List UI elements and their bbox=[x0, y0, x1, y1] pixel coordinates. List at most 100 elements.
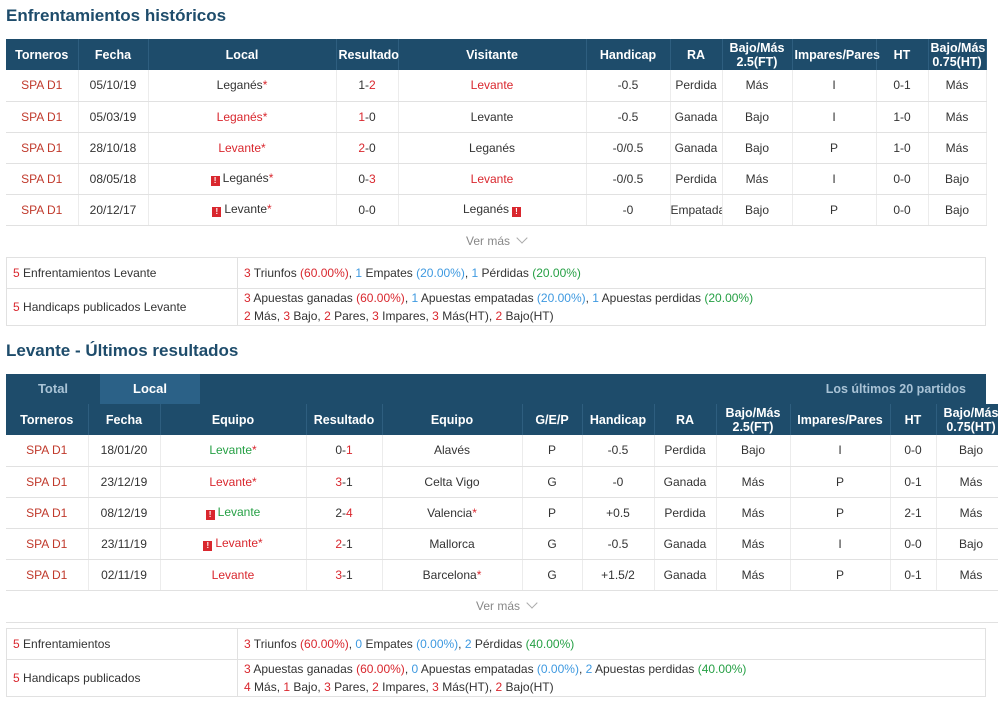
league-cell[interactable]: SPA D1 bbox=[6, 70, 79, 102]
stat-text: Pérdidas bbox=[471, 637, 526, 651]
star-mark: * bbox=[258, 536, 263, 550]
match-row: SPA D1 20/12/17! Levante* 0-0 Leganés! -0 Empa… bbox=[6, 194, 987, 226]
league-cell[interactable]: SPA D1 bbox=[6, 132, 79, 164]
date-cell: 05/03/19 bbox=[78, 101, 149, 133]
away-team-name[interactable]: Levante bbox=[470, 171, 514, 186]
away-team-cell[interactable]: Levante bbox=[398, 163, 587, 195]
home-team-name[interactable]: Leganés bbox=[216, 78, 263, 93]
home-team-cell[interactable]: ! Levante bbox=[160, 497, 307, 529]
away-team-name[interactable]: Levante bbox=[470, 109, 514, 124]
stat-count: 2 bbox=[464, 637, 472, 651]
score-cell[interactable]: 0-0 bbox=[336, 194, 399, 226]
home-team-name[interactable]: Levante bbox=[224, 202, 268, 216]
stat-text: Impares, bbox=[378, 680, 433, 694]
ht-over-under-cell: Bajo bbox=[936, 435, 998, 467]
column-header: HT bbox=[890, 404, 937, 435]
score-home: 1 bbox=[358, 109, 365, 124]
home-team-name[interactable]: Levante bbox=[218, 140, 262, 155]
league-cell[interactable]: SPA D1 bbox=[6, 559, 89, 591]
away-team-cell[interactable]: Alavés bbox=[382, 435, 523, 467]
away-team-cell[interactable]: Leganés! bbox=[398, 194, 587, 226]
home-team-name[interactable]: Levante bbox=[211, 567, 255, 582]
stat-percent: (60.00%) bbox=[356, 291, 405, 305]
tab-local[interactable]: Local bbox=[100, 374, 200, 404]
score-cell[interactable]: 2-0 bbox=[336, 132, 399, 164]
score-home: 2 bbox=[358, 140, 365, 155]
tab-bar: Total Local Los últimos 20 partidos bbox=[6, 374, 986, 404]
league-cell[interactable]: SPA D1 bbox=[6, 528, 89, 560]
over-under-cell: Bajo bbox=[722, 132, 793, 164]
score-cell[interactable]: 3-1 bbox=[306, 559, 383, 591]
away-team-name[interactable]: Leganés bbox=[462, 202, 510, 216]
league-cell[interactable]: SPA D1 bbox=[6, 194, 79, 226]
date-cell: 20/12/17 bbox=[78, 194, 149, 226]
stat-count: 2 bbox=[372, 680, 379, 694]
score-cell[interactable]: 2-1 bbox=[306, 528, 383, 560]
away-team-name[interactable]: Leganés bbox=[468, 140, 516, 155]
home-team-name[interactable]: Leganés bbox=[222, 171, 269, 185]
home-team-cell[interactable]: ! Levante* bbox=[148, 194, 337, 226]
score-cell[interactable]: 2-4 bbox=[306, 497, 383, 529]
home-team-cell[interactable]: Levante* bbox=[148, 132, 337, 164]
stat-percent: (60.00%) bbox=[356, 662, 405, 676]
score-cell[interactable]: 1-0 bbox=[336, 101, 399, 133]
away-team-cell[interactable]: Levante bbox=[398, 70, 587, 102]
home-team-name[interactable]: Levante bbox=[209, 474, 253, 489]
score-cell[interactable]: 3-1 bbox=[306, 466, 383, 498]
date-cell: 08/12/19 bbox=[88, 497, 161, 529]
stat-line: 3 Apuestas ganadas (60.00%), 1 Apuestas … bbox=[244, 291, 754, 305]
halftime-cell: 0-1 bbox=[876, 70, 929, 102]
away-team-cell[interactable]: Celta Vigo bbox=[382, 466, 523, 498]
away-team-cell[interactable]: Levante bbox=[398, 101, 587, 133]
star-mark: * bbox=[472, 505, 477, 520]
score-cell[interactable]: 1-2 bbox=[336, 70, 399, 102]
see-more-button[interactable]: Ver más bbox=[6, 590, 998, 623]
gep-cell: P bbox=[522, 497, 583, 529]
away-team-cell[interactable]: Mallorca bbox=[382, 528, 523, 560]
away-team-name[interactable]: Valencia bbox=[427, 505, 473, 520]
league-cell[interactable]: SPA D1 bbox=[6, 466, 89, 498]
home-team-cell[interactable]: ! Leganés* bbox=[148, 163, 337, 195]
league-cell[interactable]: SPA D1 bbox=[6, 101, 79, 133]
recent-summary: 5 Enfrentamientos 3 Triunfos (60.00%), 0… bbox=[6, 628, 986, 697]
column-header: Resultado bbox=[336, 39, 399, 70]
date-cell: 05/10/19 bbox=[78, 70, 149, 102]
stat-count: 2 bbox=[585, 662, 593, 676]
away-team-name[interactable]: Barcelona bbox=[422, 567, 477, 582]
star-mark: * bbox=[267, 202, 272, 216]
column-header: RA bbox=[670, 39, 723, 70]
league-cell[interactable]: SPA D1 bbox=[6, 163, 79, 195]
away-team-cell[interactable]: Leganés bbox=[398, 132, 587, 164]
halftime-cell: 0-0 bbox=[890, 435, 937, 467]
home-team-cell[interactable]: Leganés* bbox=[148, 101, 337, 133]
column-header: Impares/Pares bbox=[792, 39, 880, 70]
score-cell[interactable]: 0-3 bbox=[336, 163, 399, 195]
away-team-cell[interactable]: Barcelona* bbox=[382, 559, 523, 591]
home-team-name[interactable]: Levante bbox=[209, 443, 253, 458]
column-header: Handicap bbox=[586, 39, 671, 70]
home-team-cell[interactable]: Leganés* bbox=[148, 70, 337, 102]
column-header: Local bbox=[148, 39, 337, 70]
see-more-button[interactable]: Ver más bbox=[6, 225, 986, 258]
home-team-cell[interactable]: Levante* bbox=[160, 435, 307, 467]
home-team-name[interactable]: Leganés bbox=[216, 109, 263, 124]
stat-count: 0 bbox=[355, 637, 363, 651]
stat-count: 3 bbox=[283, 309, 291, 323]
score-cell[interactable]: 0-1 bbox=[306, 435, 383, 467]
red-card-icon: ! bbox=[512, 207, 522, 217]
tab-total[interactable]: Total bbox=[6, 374, 100, 404]
home-team-cell[interactable]: Levante bbox=[160, 559, 307, 591]
home-team-cell[interactable]: ! Levante* bbox=[160, 528, 307, 560]
away-team-name[interactable]: Celta Vigo bbox=[424, 474, 480, 489]
home-team-cell[interactable]: Levante* bbox=[160, 466, 307, 498]
away-team-name[interactable]: Levante bbox=[470, 78, 514, 93]
away-team-cell[interactable]: Valencia* bbox=[382, 497, 523, 529]
league-cell[interactable]: SPA D1 bbox=[6, 435, 89, 467]
home-team-name[interactable]: Levante bbox=[215, 536, 259, 550]
ra-cell: Ganada bbox=[670, 101, 723, 133]
home-team-name[interactable]: Levante bbox=[217, 505, 261, 519]
league-cell[interactable]: SPA D1 bbox=[6, 497, 89, 529]
away-team-name[interactable]: Alavés bbox=[433, 443, 471, 458]
over-under-cell: Más bbox=[722, 163, 793, 195]
away-team-name[interactable]: Mallorca bbox=[429, 536, 475, 551]
